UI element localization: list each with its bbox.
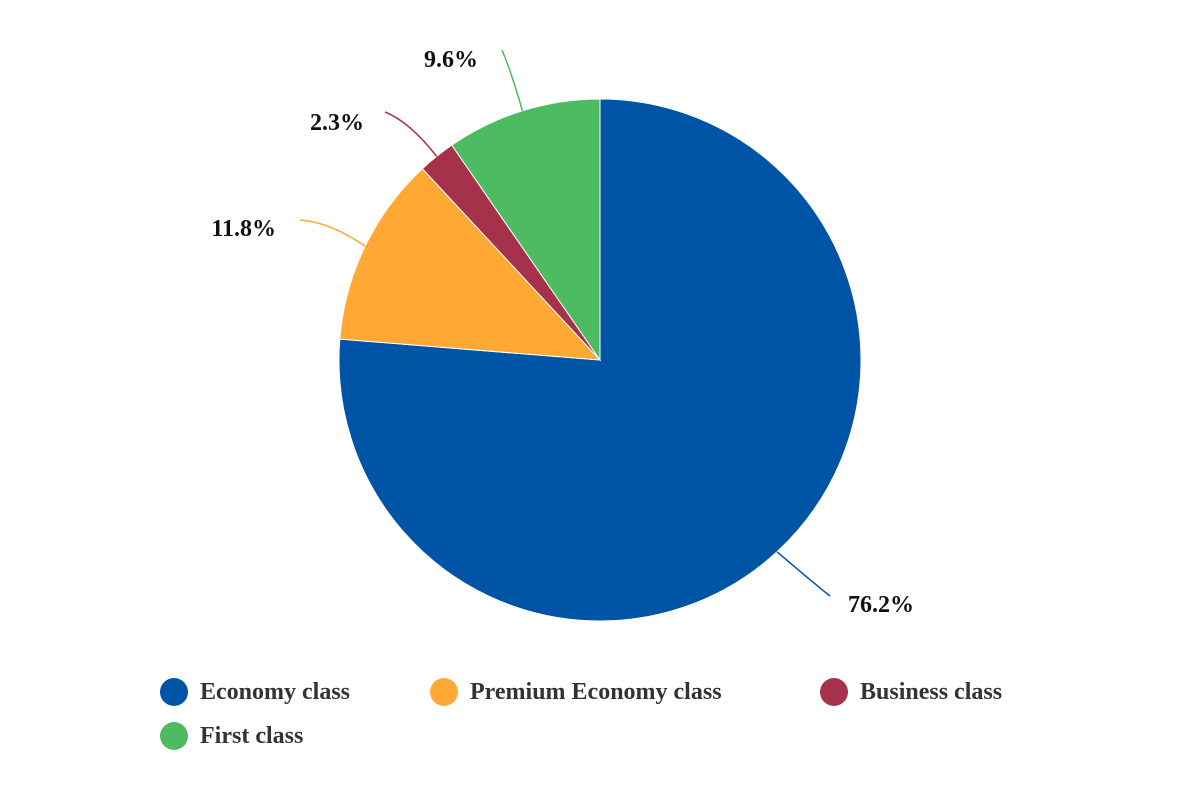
legend-swatch-business xyxy=(820,678,848,706)
label-connectors xyxy=(299,49,831,597)
connector-first xyxy=(501,49,524,112)
legend-label-economy: Economy class xyxy=(200,678,350,705)
data-label-first: 9.6% xyxy=(424,47,478,73)
connector-business xyxy=(384,111,438,157)
legend-label-premium-economy: Premium Economy class xyxy=(470,678,722,705)
data-label-premium-economy: 11.8% xyxy=(211,216,276,242)
legend-swatch-economy xyxy=(160,678,188,706)
legend: Economy class Premium Economy class Busi… xyxy=(160,676,1060,752)
pie-slice-premium-economy[interactable] xyxy=(339,168,602,361)
legend-item-business[interactable]: Business class xyxy=(820,676,1050,708)
legend-label-first: First class xyxy=(200,722,304,749)
connector-premium-economy xyxy=(299,219,366,247)
legend-swatch-first xyxy=(160,722,188,750)
data-label-economy: 76.2% xyxy=(848,592,914,618)
legend-swatch-premium-economy xyxy=(430,678,458,706)
pie-slices xyxy=(338,98,862,622)
data-labels: 76.2% 11.8% 2.3% 9.6% xyxy=(211,47,914,618)
legend-label-business: Business class xyxy=(860,678,1003,705)
legend-item-economy[interactable]: Economy class xyxy=(160,676,430,708)
legend-item-premium-economy[interactable]: Premium Economy class xyxy=(430,676,820,708)
data-label-business: 2.3% xyxy=(310,110,364,136)
connector-economy xyxy=(776,551,831,597)
legend-item-first[interactable]: First class xyxy=(160,720,430,752)
